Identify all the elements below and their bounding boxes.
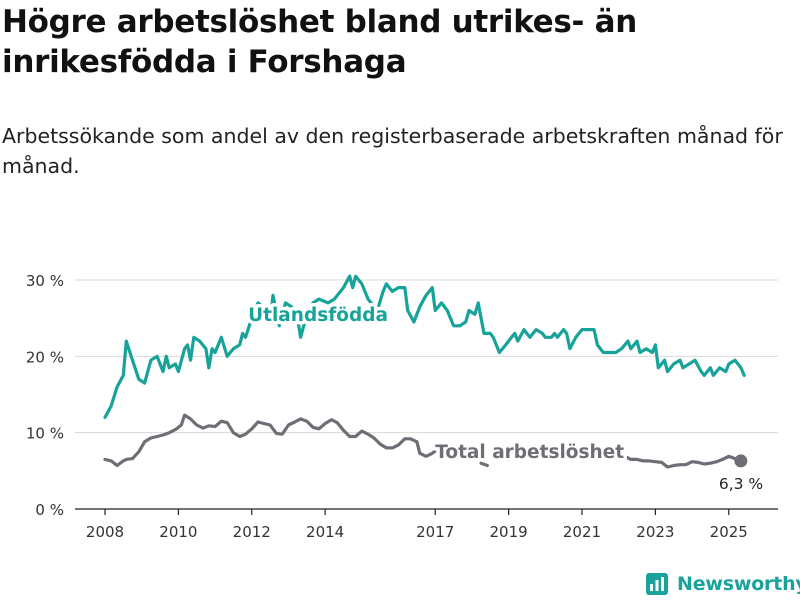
- x-tick-label: 2025: [710, 523, 748, 541]
- end-value-label: 6,3 %: [719, 475, 763, 493]
- x-tick-label: 2023: [636, 523, 674, 541]
- y-tick-label: 20 %: [26, 348, 64, 366]
- axis-layer: 0 % 10 % 20 % 30 % 2008 2010 2012 2014 2017 2019 2…: [26, 272, 748, 541]
- line-layer: [103, 274, 746, 469]
- grid-layer: [75, 279, 778, 510]
- series-line-utlandsfodda: [103, 274, 746, 419]
- label-layer: Utlandsfödda Total arbetslöshet 6,3 %: [245, 302, 764, 493]
- x-tick-label: 2014: [306, 523, 344, 541]
- newsworthy-logo[interactable]: Newsworthy: [645, 569, 800, 599]
- newsworthy-chart-icon: [646, 573, 668, 595]
- series-label-total: Total arbetslöshet: [435, 442, 624, 463]
- x-tick-label: 2021: [563, 523, 601, 541]
- chart-title: Högre arbetslöshet bland utrikes- än inr…: [2, 4, 638, 80]
- chart-subtitle: Arbetssökande som andel av den registerb…: [2, 124, 783, 178]
- series-line-total: [103, 413, 743, 469]
- x-tick-label: 2012: [233, 523, 271, 541]
- x-tick-label: 2019: [490, 523, 528, 541]
- y-tick-label: 30 %: [26, 272, 64, 290]
- end-point-marker: [734, 454, 748, 468]
- x-tick-label: 2017: [416, 523, 454, 541]
- series-label-utlandsfodda: Utlandsfödda: [248, 305, 388, 326]
- brand-name: Newsworthy: [677, 573, 800, 595]
- line-chart: 0 % 10 % 20 % 30 % 2008 2010 2012 2014 2017 2019 2…: [26, 272, 778, 541]
- x-tick-label: 2010: [159, 523, 197, 541]
- y-tick-label: 10 %: [26, 425, 64, 443]
- y-tick-label: 0 %: [35, 501, 64, 519]
- x-tick-label: 2008: [86, 523, 124, 541]
